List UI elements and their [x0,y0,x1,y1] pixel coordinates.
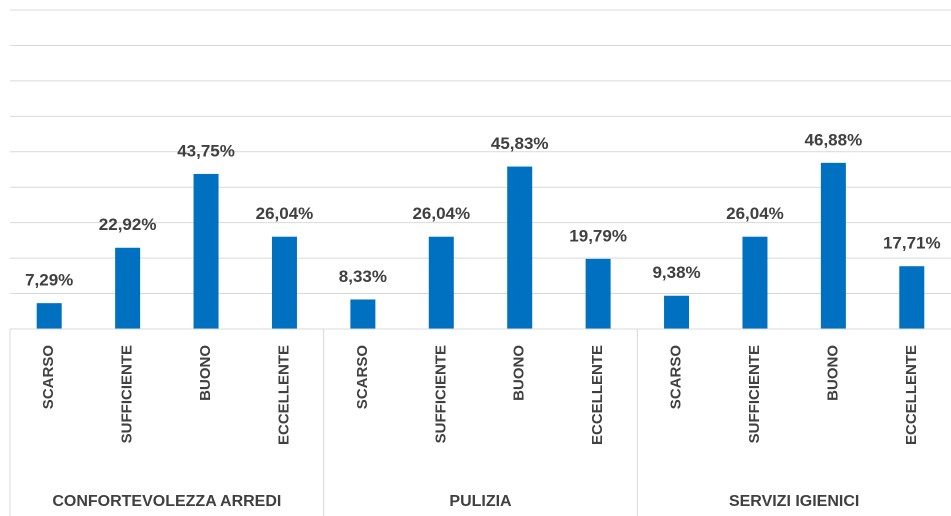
x-tick-label: SUFFICIENTE [119,345,136,443]
group-label: PULIZIA [449,493,512,510]
bar [664,295,690,329]
bar [350,299,376,329]
bar [193,173,219,329]
data-label: 22,92% [99,215,157,234]
bar [115,247,141,329]
bar [271,236,297,329]
bar [899,266,925,329]
data-label: 26,04% [726,204,784,223]
x-tick-label: SUFFICIENTE [746,345,763,443]
data-label: 46,88% [805,130,863,149]
data-label: 45,83% [491,134,549,153]
data-label: 9,38% [652,263,700,282]
x-tick-label: BUONO [511,345,528,401]
bar [507,166,533,329]
bar [36,303,62,329]
x-tick-label: SCARSO [668,345,685,410]
data-label: 43,75% [177,141,235,160]
x-tick-label: ECCELLENTE [903,345,920,445]
bar [820,162,846,329]
group-label: SERVIZI IGIENICI [729,493,859,510]
x-tick-label: SUFFICIENTE [432,345,449,443]
data-label: 26,04% [412,204,470,223]
data-label: 19,79% [569,226,627,245]
data-label: 26,04% [256,204,314,223]
x-tick-label: SCARSO [354,345,371,410]
x-tick-label: SCARSO [40,345,57,410]
data-label: 7,29% [25,271,73,290]
bar [585,258,611,329]
x-tick-label: ECCELLENTE [589,345,606,445]
bar [428,236,454,329]
x-tick-label: ECCELLENTE [275,345,292,445]
data-label: 8,33% [339,267,387,286]
bar [742,236,768,329]
group-label: CONFORTEVOLEZZA ARREDI [52,493,281,510]
x-tick-label: BUONO [824,345,841,401]
x-tick-label: BUONO [197,345,214,401]
data-label: 17,71% [883,234,941,253]
